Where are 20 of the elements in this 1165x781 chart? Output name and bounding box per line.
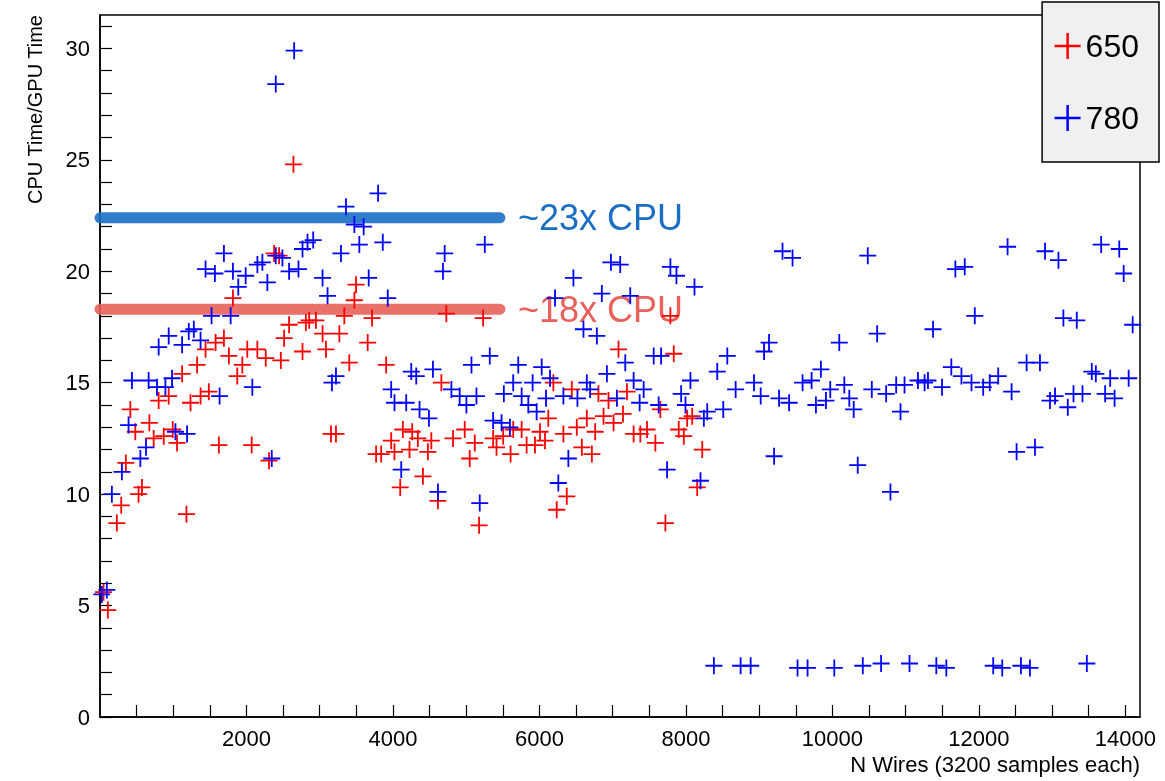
y-tick-label: 0 [77, 704, 90, 730]
y-tick-label: 30 [65, 35, 90, 61]
x-tick-label: 8000 [661, 725, 711, 751]
y-axis-title: CPU Time/GPU Time [24, 15, 46, 204]
y-tick-label: 10 [65, 481, 90, 507]
legend-label: 650 [1085, 28, 1139, 64]
legend-label: 780 [1085, 100, 1139, 136]
x-tick-label: 10000 [801, 725, 863, 751]
x-tick-label: 6000 [514, 725, 564, 751]
x-tick-label: 2000 [222, 725, 271, 751]
y-tick-label: 5 [77, 593, 90, 619]
x-axis-title: N Wires (3200 samples each) [850, 751, 1140, 777]
x-tick-label: 12000 [948, 725, 1010, 751]
y-tick-label: 25 [65, 147, 90, 173]
x-tick-label: 4000 [368, 725, 418, 751]
x-tick-label: 14000 [1094, 725, 1156, 751]
y-tick-label: 15 [65, 370, 90, 396]
y-tick-label: 20 [65, 258, 90, 284]
series-label: ~23x CPU [517, 197, 683, 239]
series-label: ~18x CPU [517, 288, 683, 330]
